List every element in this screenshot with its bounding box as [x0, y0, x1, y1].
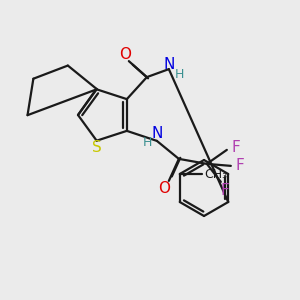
Text: F: F: [236, 158, 244, 173]
Text: S: S: [92, 140, 101, 155]
Text: F: F: [232, 140, 240, 155]
Text: F: F: [220, 183, 229, 198]
Text: O: O: [158, 182, 170, 196]
Text: H: H: [175, 68, 184, 81]
Text: H: H: [143, 136, 152, 149]
Text: N: N: [151, 126, 163, 141]
Text: CH₃: CH₃: [204, 167, 227, 181]
Text: O: O: [119, 46, 131, 62]
Text: N: N: [163, 57, 175, 72]
